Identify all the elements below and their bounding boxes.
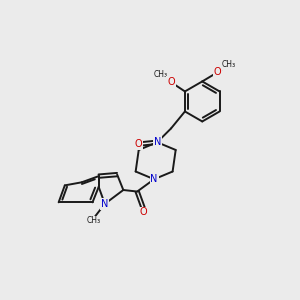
Text: O: O	[140, 207, 147, 217]
Text: CH₃: CH₃	[221, 60, 236, 69]
Text: CH₃: CH₃	[153, 70, 167, 79]
Text: O: O	[167, 77, 175, 87]
Text: O: O	[135, 139, 142, 149]
Text: N: N	[101, 199, 109, 209]
Text: O: O	[214, 67, 221, 77]
Text: O: O	[214, 67, 221, 77]
Text: N: N	[150, 174, 158, 184]
Text: N: N	[101, 199, 109, 209]
Text: O: O	[167, 77, 175, 87]
Text: CH₃: CH₃	[87, 216, 101, 225]
Text: N: N	[154, 137, 161, 147]
